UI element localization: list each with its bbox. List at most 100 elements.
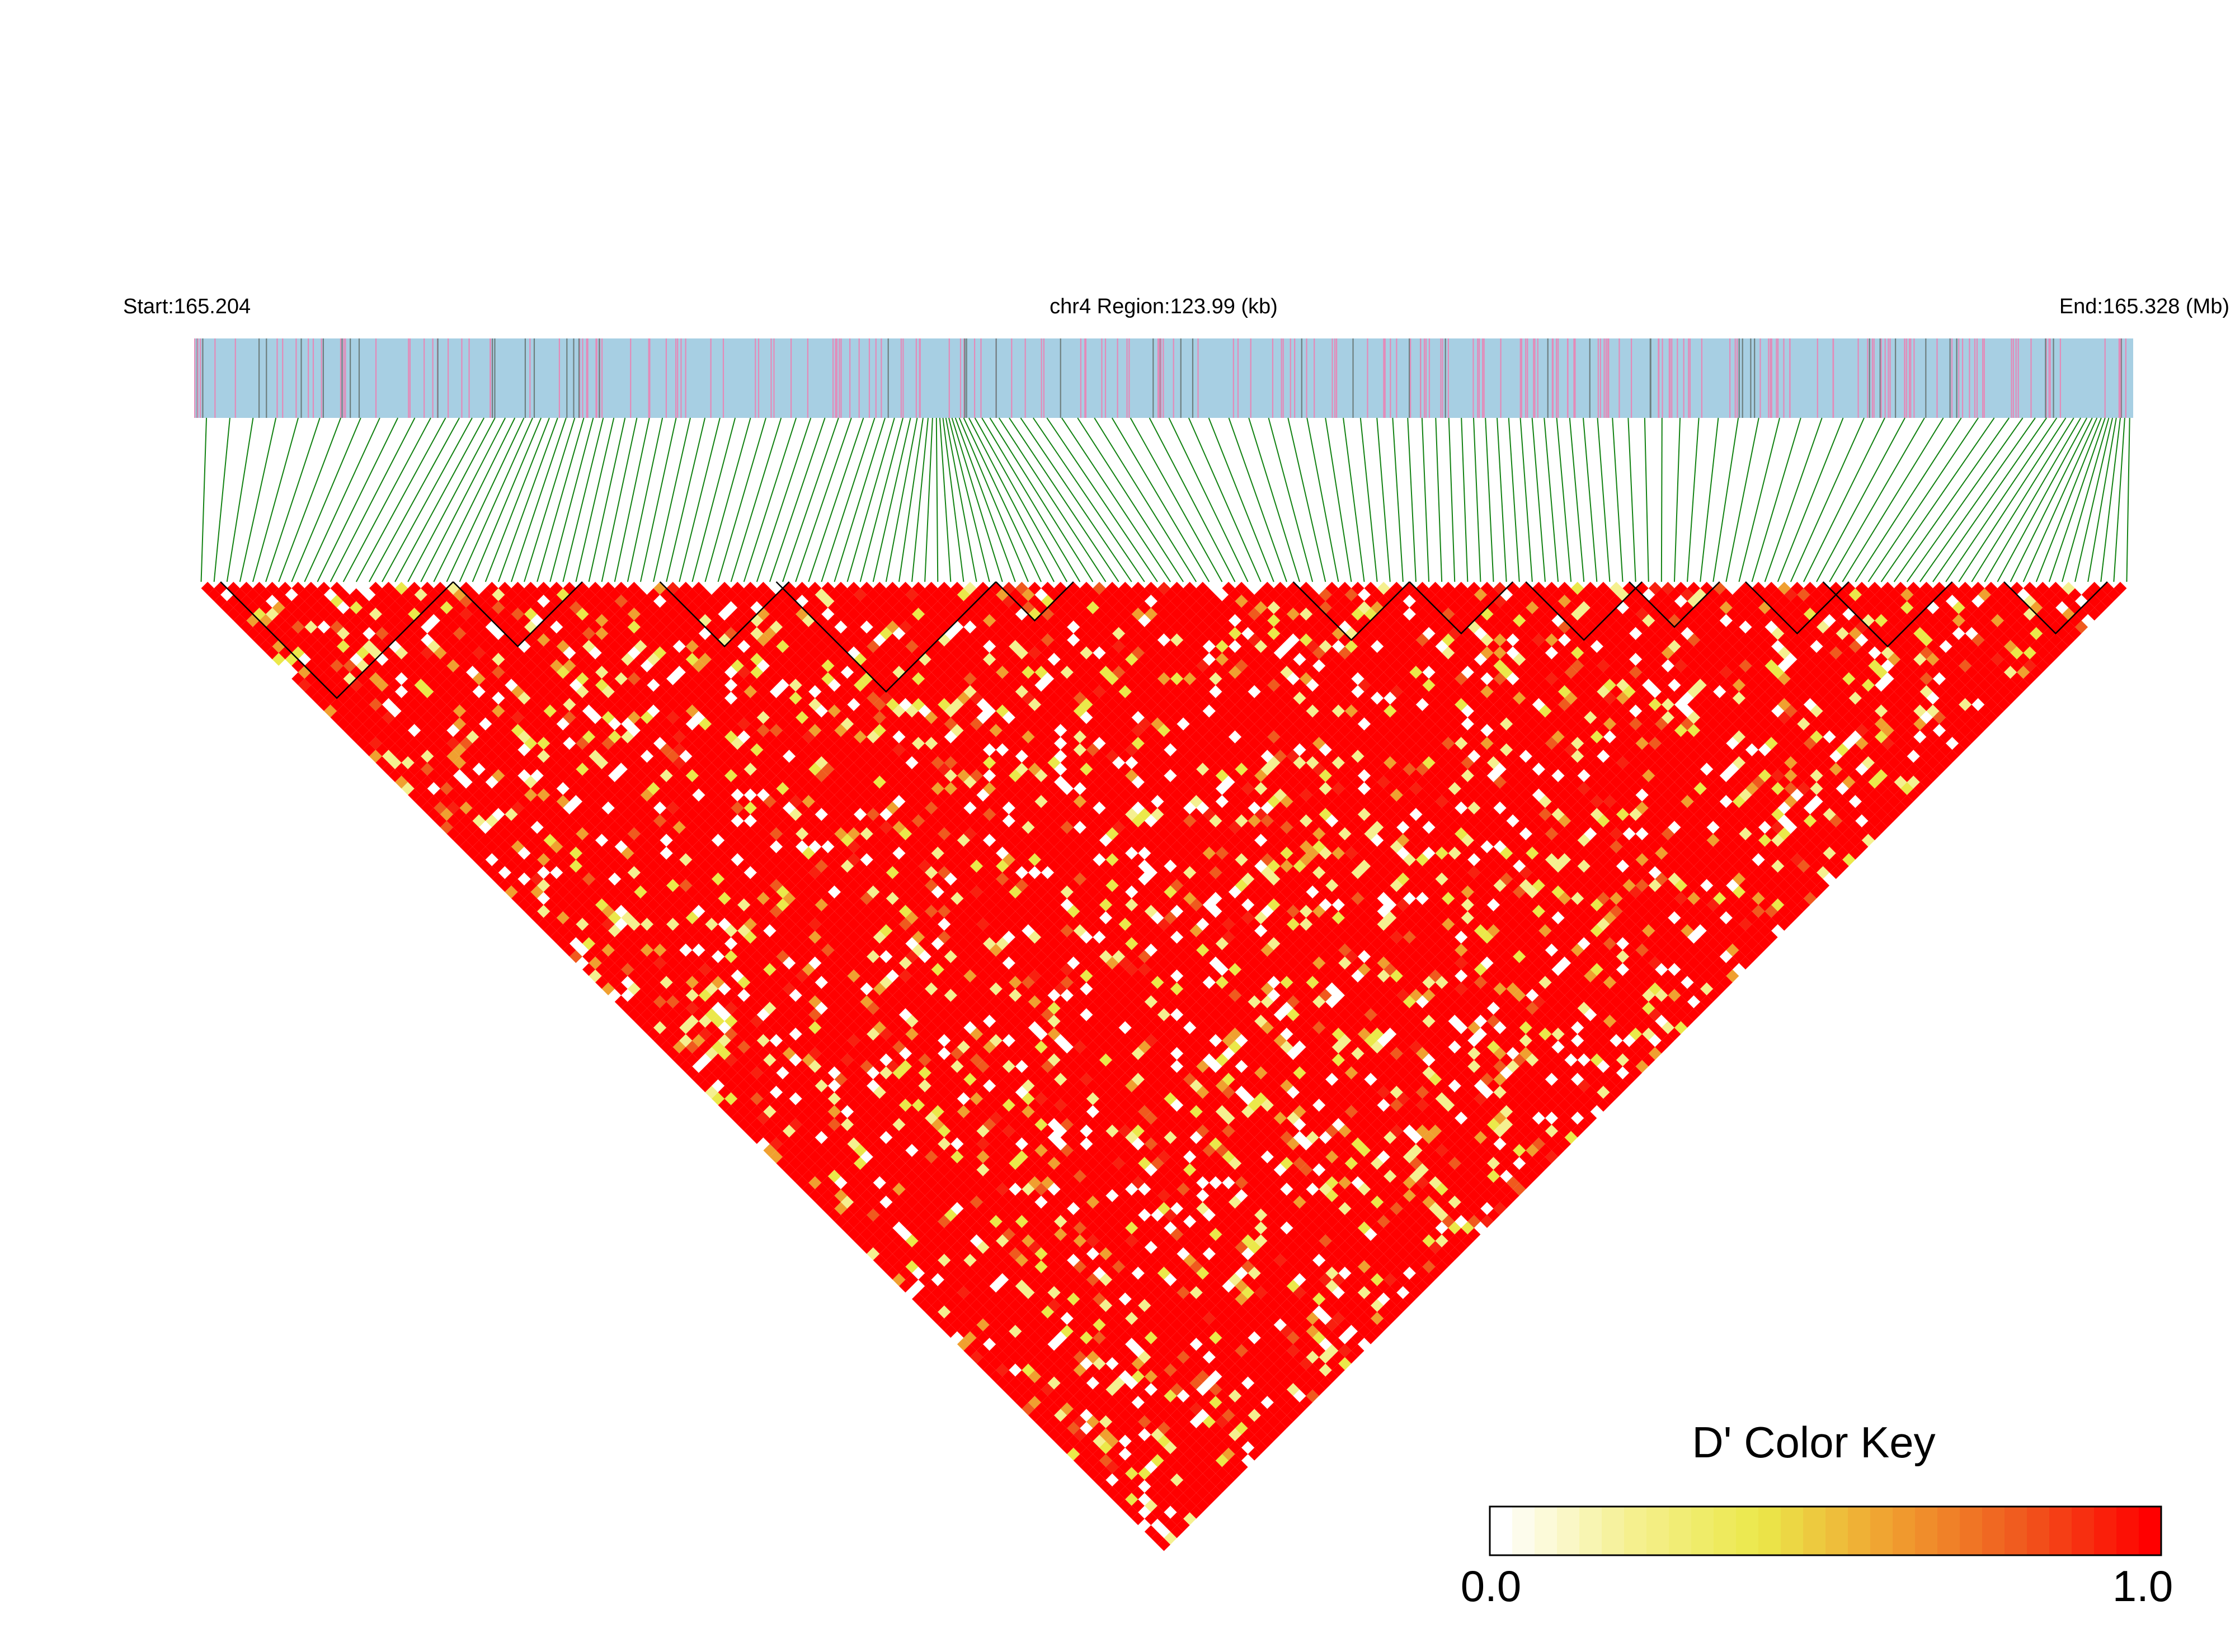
- snp-connector-line: [757, 418, 811, 582]
- snp-connector-line: [2049, 418, 2105, 582]
- ld-heatmap-cells: [201, 582, 2127, 1551]
- snp-connector-line: [1894, 418, 2010, 582]
- snp-connector-line: [2114, 418, 2125, 582]
- snp-connector-line: [1778, 418, 1843, 582]
- snp-connector-line: [1713, 418, 1738, 582]
- snp-connector-line: [1436, 418, 1442, 582]
- snp-connector-line: [999, 418, 1106, 582]
- snp-connector-line: [2101, 418, 2120, 582]
- snp-connector-line: [214, 418, 230, 582]
- region-title-label: chr4 Region:123.99 (kb): [1050, 295, 1278, 318]
- snp-connector-line: [227, 418, 253, 582]
- snp-connector-line: [1645, 418, 1649, 582]
- snp-connector-line: [1474, 418, 1480, 582]
- snp-connector-line: [1209, 418, 1274, 582]
- snp-connector-line: [952, 418, 1003, 582]
- snp-connector-line: [304, 418, 379, 582]
- snp-connector-line: [1077, 418, 1183, 582]
- snp-connector-line: [1532, 418, 1545, 582]
- snp-connector-line: [1583, 418, 1597, 582]
- snp-connector-line: [291, 418, 361, 582]
- snp-connector-line: [873, 418, 911, 582]
- snp-connector-line: [1461, 418, 1467, 582]
- snp-connector-line: [1408, 418, 1416, 582]
- snp-connector-line: [1343, 418, 1364, 582]
- snp-connector-line: [421, 418, 505, 582]
- snp-connector-line: [731, 418, 782, 582]
- snp-connector-line: [1612, 418, 1622, 582]
- snp-connector-line: [1150, 418, 1235, 582]
- snp-connector-line: [886, 418, 917, 582]
- snp-connector-line: [937, 418, 938, 582]
- snp-connector-line: [1497, 418, 1507, 582]
- snp-connector-line: [1033, 418, 1145, 582]
- snp-connector-line: [1557, 418, 1571, 582]
- snp-connector-line: [1509, 418, 1519, 582]
- snp-connector-line: [1984, 418, 2081, 582]
- snp-connector-line: [744, 418, 796, 582]
- snp-connector-line: [266, 418, 320, 582]
- snp-connector-line: [550, 418, 593, 582]
- snp-connector-line: [1249, 418, 1300, 582]
- region-end-label: End:165.328 (Mb): [2059, 295, 2229, 318]
- snp-connector-line: [240, 418, 276, 582]
- snp-connector-line: [1449, 418, 1455, 582]
- snp-connector-line: [1817, 418, 1905, 582]
- snp-connector-line: [982, 418, 1080, 582]
- snp-connector-line: [975, 418, 1067, 582]
- snp-connector-line: [279, 418, 341, 582]
- snp-connector-line: [2075, 418, 2112, 582]
- snp-connector-line: [1842, 418, 1943, 582]
- snp-connector-line: [834, 418, 885, 582]
- snp-connector-line: [486, 418, 549, 582]
- snp-connector-line: [1112, 418, 1210, 582]
- snp-connector-line: [1325, 418, 1351, 582]
- snp-connector-line: [356, 418, 446, 582]
- snp-connector-line: [1997, 418, 2087, 582]
- snp-connector-line: [563, 418, 603, 582]
- snp-connector-line: [943, 418, 963, 582]
- snp-connector-line: [956, 418, 1015, 582]
- snp-connector-line: [1791, 418, 1864, 582]
- snp-connector-line: [1907, 418, 2023, 582]
- snp-connector-line: [1628, 418, 1635, 582]
- snp-connector-line: [946, 418, 977, 582]
- snp-connector-line: [524, 418, 575, 582]
- snp-connector-line: [1377, 418, 1390, 582]
- snp-connector-lines: [201, 418, 2130, 582]
- snp-connector-line: [1597, 418, 1610, 582]
- snp-connector-line: [1687, 418, 1699, 582]
- snp-connector-line: [1544, 418, 1558, 582]
- snp-connector-line: [1307, 418, 1338, 582]
- snp-connector-line: [641, 418, 676, 582]
- snp-connector-line: [1288, 418, 1325, 582]
- snp-connector-line: [331, 418, 415, 582]
- snp-connector-line: [899, 418, 923, 582]
- snp-connector-line: [201, 418, 206, 582]
- snp-connector-line: [628, 418, 662, 582]
- snp-connector-line: [1570, 418, 1584, 582]
- snp-connector-line: [1485, 418, 1493, 582]
- snp-connector-line: [796, 418, 851, 582]
- snp-connector-line: [1269, 418, 1313, 582]
- snp-connector-line: [940, 418, 951, 582]
- snp-connector-line: [718, 418, 766, 582]
- snp-connector-line: [1020, 418, 1131, 582]
- snp-connector-line: [1392, 418, 1403, 582]
- snp-connector-line: [317, 418, 398, 582]
- snp-connector-line: [576, 418, 614, 582]
- snp-connector-line: [1361, 418, 1377, 582]
- snp-connector-line: [344, 418, 431, 582]
- snp-connector-line: [1229, 418, 1286, 582]
- snp-connector-line: [848, 418, 895, 582]
- snp-connector-line: [1726, 418, 1758, 582]
- snp-connector-line: [1521, 418, 1532, 582]
- snp-connector-line: [705, 418, 750, 582]
- region-start-label: Start:165.204: [123, 295, 251, 318]
- snp-connector-line: [253, 418, 298, 582]
- snp-connector-line: [2126, 418, 2129, 582]
- snp-connector-line: [964, 418, 1041, 582]
- snp-connector-line: [1674, 418, 1680, 582]
- snp-connector-line: [1189, 418, 1261, 582]
